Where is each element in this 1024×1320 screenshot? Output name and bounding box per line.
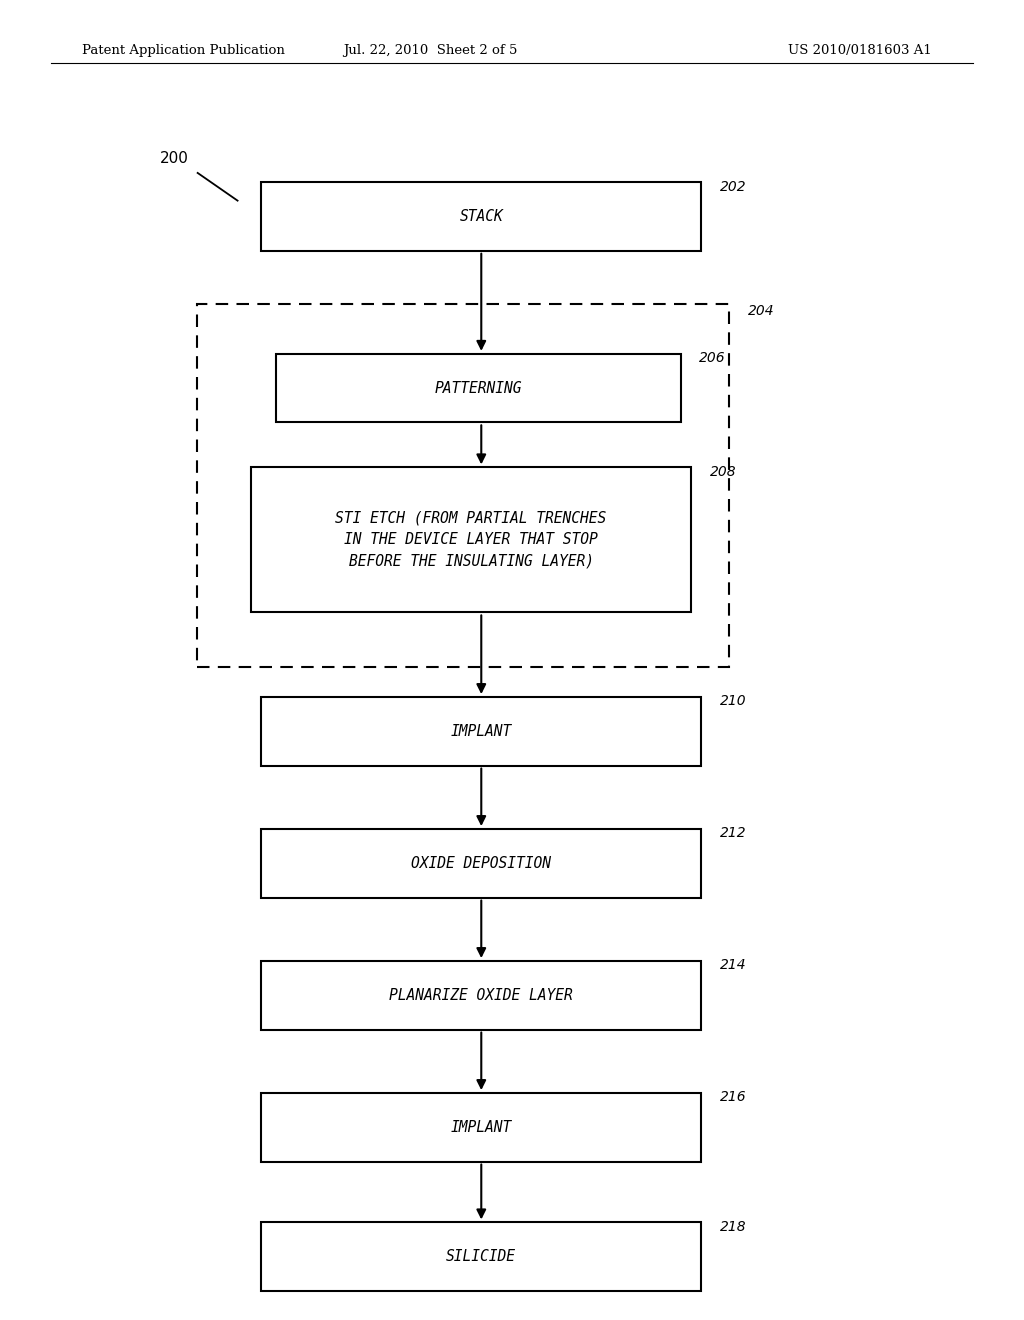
Text: 212: 212 xyxy=(720,826,746,841)
Text: 208: 208 xyxy=(710,465,736,479)
Text: STACK: STACK xyxy=(460,209,503,224)
Bar xyxy=(276,354,681,422)
Bar xyxy=(251,467,691,612)
Bar xyxy=(261,961,701,1030)
Text: 210: 210 xyxy=(720,694,746,709)
Text: Jul. 22, 2010  Sheet 2 of 5: Jul. 22, 2010 Sheet 2 of 5 xyxy=(343,44,517,57)
Text: 214: 214 xyxy=(720,958,746,973)
Text: Patent Application Publication: Patent Application Publication xyxy=(82,44,285,57)
Bar xyxy=(261,829,701,898)
Text: PLANARIZE OXIDE LAYER: PLANARIZE OXIDE LAYER xyxy=(389,987,573,1003)
Text: 202: 202 xyxy=(720,180,746,194)
Text: STI ETCH (FROM PARTIAL TRENCHES
IN THE DEVICE LAYER THAT STOP
BEFORE THE INSULAT: STI ETCH (FROM PARTIAL TRENCHES IN THE D… xyxy=(336,511,606,569)
Text: SILICIDE: SILICIDE xyxy=(446,1249,516,1265)
Text: 200: 200 xyxy=(160,150,188,166)
Text: 218: 218 xyxy=(720,1220,746,1234)
Bar xyxy=(261,1222,701,1291)
Bar xyxy=(261,1093,701,1162)
Bar xyxy=(261,182,701,251)
Text: IMPLANT: IMPLANT xyxy=(451,723,512,739)
Text: 206: 206 xyxy=(699,351,726,366)
Text: 216: 216 xyxy=(720,1090,746,1105)
Text: OXIDE DEPOSITION: OXIDE DEPOSITION xyxy=(412,855,551,871)
Text: US 2010/0181603 A1: US 2010/0181603 A1 xyxy=(788,44,932,57)
Text: IMPLANT: IMPLANT xyxy=(451,1119,512,1135)
Bar xyxy=(261,697,701,766)
Text: PATTERNING: PATTERNING xyxy=(435,380,522,396)
Bar xyxy=(197,304,729,667)
Text: 204: 204 xyxy=(748,304,774,318)
